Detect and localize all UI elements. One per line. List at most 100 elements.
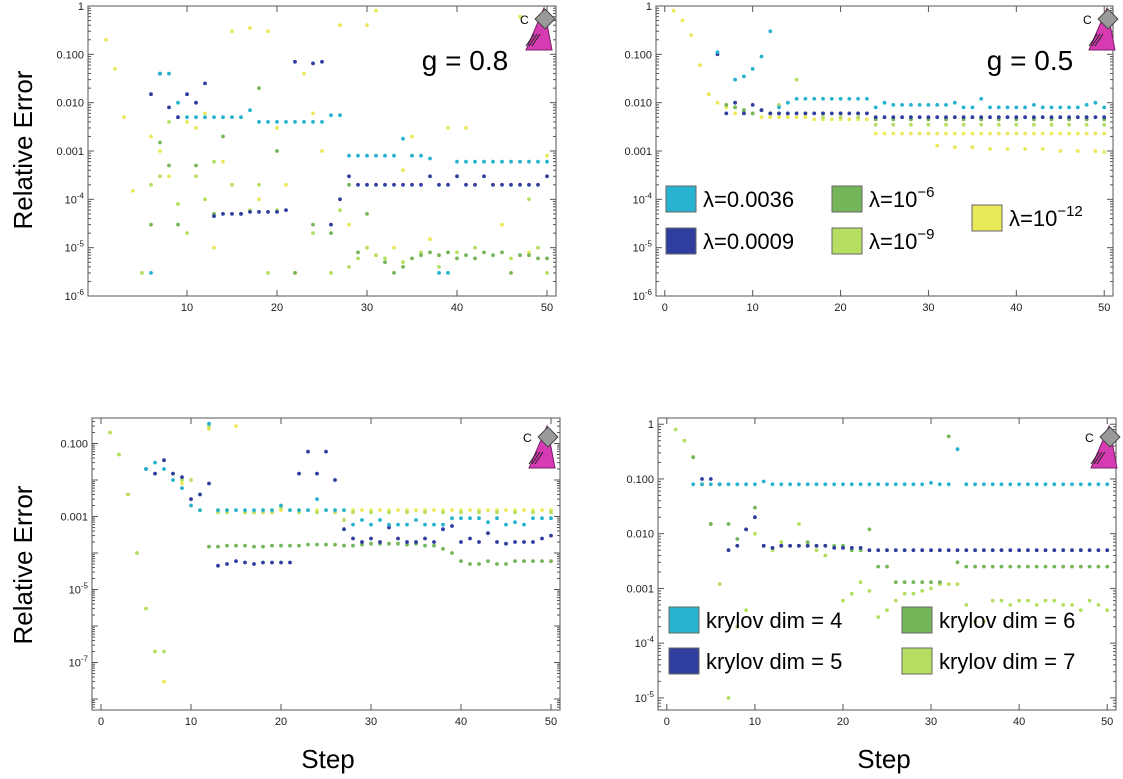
data-point	[885, 564, 889, 569]
data-point	[225, 562, 229, 566]
data-point	[185, 120, 189, 124]
y-tick-label: 0.010	[56, 98, 84, 110]
data-point	[823, 543, 828, 548]
data-point	[911, 580, 916, 585]
data-point	[926, 131, 931, 136]
data-point	[509, 256, 513, 261]
data-point	[266, 29, 270, 34]
data-point	[1005, 105, 1010, 110]
legend-label: krylov dim = 4	[706, 608, 842, 633]
data-point	[167, 174, 171, 179]
data-point	[885, 482, 889, 487]
data-point	[785, 115, 790, 120]
data-point	[464, 182, 468, 187]
data-point	[882, 100, 887, 105]
data-point	[239, 115, 243, 120]
data-point	[162, 458, 166, 463]
data-point	[1032, 115, 1036, 120]
data-point	[700, 482, 704, 487]
data-point	[518, 14, 522, 19]
data-point	[257, 86, 261, 90]
data-point	[920, 589, 925, 593]
badge-stroke	[534, 451, 544, 465]
data-point	[1061, 603, 1066, 607]
data-point	[473, 159, 477, 164]
legend-swatch	[971, 204, 1003, 232]
data-point	[849, 482, 854, 487]
data-point	[288, 508, 292, 512]
data-point	[446, 271, 450, 275]
data-point	[527, 159, 531, 164]
data-point	[410, 182, 414, 187]
data-point	[324, 542, 328, 547]
data-point	[909, 131, 913, 136]
data-point	[946, 482, 951, 487]
data-point	[144, 606, 148, 611]
data-point	[428, 156, 432, 161]
data-point	[324, 508, 328, 512]
data-point	[803, 115, 808, 120]
data-point	[396, 522, 400, 527]
data-point	[1078, 564, 1083, 569]
data-point	[788, 482, 792, 487]
data-point	[805, 543, 810, 548]
data-point	[902, 591, 907, 596]
data-point	[410, 153, 414, 158]
data-point	[243, 560, 247, 565]
data-point	[365, 23, 369, 28]
data-point	[212, 245, 216, 250]
data-point	[513, 540, 517, 544]
data-point	[1087, 564, 1092, 569]
data-point	[275, 210, 279, 214]
badge-stroke	[528, 451, 538, 465]
y-tick-label: 10-4	[635, 635, 655, 650]
data-point	[198, 508, 202, 512]
x-tick-label: 10	[181, 302, 193, 314]
data-point	[158, 71, 162, 76]
data-point	[849, 591, 854, 596]
data-point	[338, 23, 342, 28]
data-point	[149, 134, 153, 139]
data-point	[973, 482, 977, 487]
data-point	[158, 174, 162, 179]
data-point	[387, 541, 391, 546]
data-point	[387, 522, 391, 527]
data-point	[167, 71, 171, 76]
data-point	[944, 131, 948, 136]
data-point	[378, 540, 382, 544]
data-point	[437, 182, 441, 187]
data-point	[733, 100, 737, 105]
data-point	[221, 115, 225, 120]
data-point	[446, 126, 450, 130]
data-point	[149, 222, 153, 227]
data-point	[970, 115, 975, 120]
y-tick-label: 10-4	[633, 191, 653, 206]
data-point	[873, 122, 878, 127]
data-point	[419, 253, 423, 258]
data-point	[432, 543, 436, 548]
data-point	[794, 111, 799, 116]
data-point	[194, 126, 198, 130]
data-point	[1078, 548, 1083, 553]
x-tick-label: 20	[275, 716, 287, 728]
data-point	[158, 140, 162, 145]
x-tick-label: 40	[455, 716, 467, 728]
data-point	[504, 522, 508, 527]
data-point	[1008, 482, 1013, 487]
data-point	[423, 536, 427, 541]
data-point	[832, 546, 837, 550]
data-point	[929, 548, 933, 553]
data-point	[700, 477, 704, 481]
data-point	[1040, 105, 1045, 110]
data-point	[369, 541, 373, 546]
data-point	[491, 253, 495, 258]
data-point	[733, 77, 737, 82]
data-point	[768, 111, 773, 116]
data-point	[761, 479, 766, 484]
data-point	[473, 245, 477, 250]
data-point	[203, 81, 207, 86]
data-point	[770, 546, 775, 550]
y-tick-label: 0.001	[624, 146, 652, 158]
data-point	[320, 149, 324, 153]
